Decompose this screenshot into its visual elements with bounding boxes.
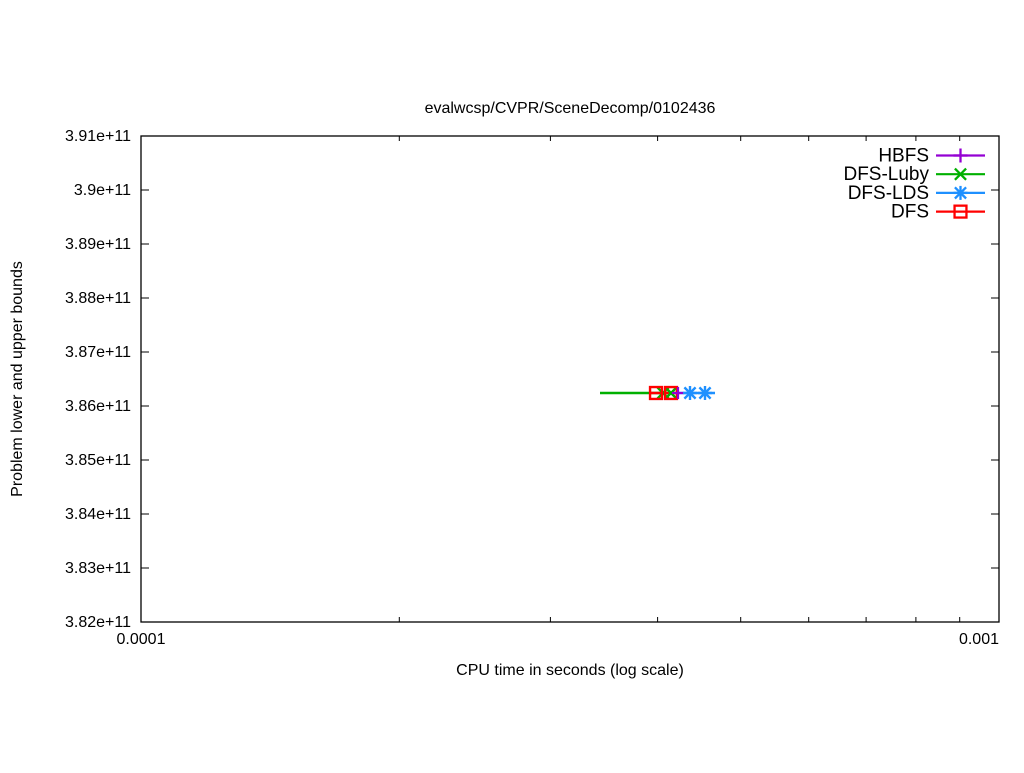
svg-text:3.83e+11: 3.83e+11 bbox=[65, 560, 131, 577]
svg-text:CPU time in seconds (log scale: CPU time in seconds (log scale) bbox=[456, 662, 684, 679]
svg-text:3.87e+11: 3.87e+11 bbox=[65, 344, 131, 361]
svg-text:3.84e+11: 3.84e+11 bbox=[65, 506, 131, 523]
svg-text:0.0001: 0.0001 bbox=[117, 631, 166, 648]
svg-text:3.82e+11: 3.82e+11 bbox=[65, 614, 131, 631]
svg-text:3.91e+11: 3.91e+11 bbox=[65, 128, 131, 145]
svg-text:3.89e+11: 3.89e+11 bbox=[65, 236, 131, 253]
svg-text:DFS: DFS bbox=[891, 202, 929, 223]
svg-text:3.86e+11: 3.86e+11 bbox=[65, 398, 131, 415]
svg-text:0.001: 0.001 bbox=[959, 631, 999, 648]
svg-text:evalwcsp/CVPR/SceneDecomp/0102: evalwcsp/CVPR/SceneDecomp/0102436 bbox=[425, 100, 716, 117]
svg-text:3.88e+11: 3.88e+11 bbox=[65, 290, 131, 307]
svg-text:3.85e+11: 3.85e+11 bbox=[65, 452, 131, 469]
svg-text:3.9e+11: 3.9e+11 bbox=[74, 182, 131, 199]
svg-text:Problem lower and upper bounds: Problem lower and upper bounds bbox=[9, 261, 26, 497]
